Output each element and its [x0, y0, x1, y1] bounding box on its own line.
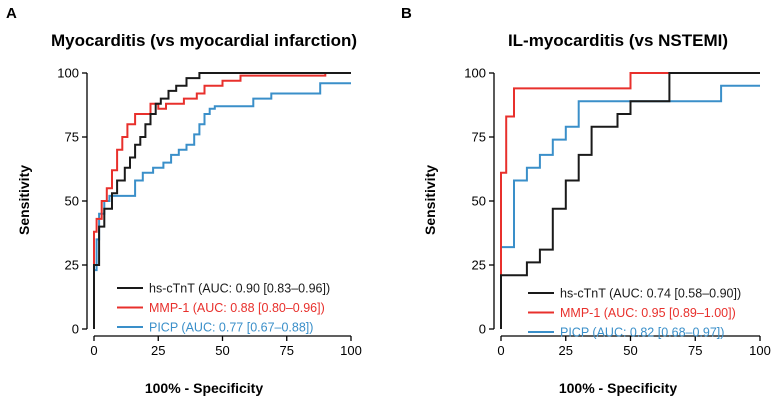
- x-tick-label: 25: [151, 343, 165, 358]
- legend-entry: MMP-1 (AUC: 0.95 [0.89–1.00]): [560, 306, 736, 320]
- x-tick-label: 100: [749, 343, 771, 358]
- y-axis-label-a: Sensitivity: [16, 165, 32, 235]
- x-tick-label: 50: [623, 343, 637, 358]
- roc-curve-mmp-1: [500, 72, 760, 329]
- legend-entry: hs-cTnT (AUC: 0.90 [0.83–0.96]): [149, 282, 330, 296]
- y-tick-label: 100: [464, 66, 486, 81]
- x-tick-label: 50: [215, 343, 229, 358]
- roc-curves-a: [93, 72, 351, 329]
- roc-curve-picp: [93, 82, 351, 329]
- axis-ticks-b: 0 25 50 75 100 0 25 50 75 100: [464, 66, 771, 359]
- legend-entry: hs-cTnT (AUC: 0.74 [0.58–0.90]): [560, 287, 741, 301]
- legend-entry: MMP-1 (AUC: 0.88 [0.80–0.96]): [149, 301, 325, 315]
- y-tick-label: 0: [479, 322, 486, 337]
- x-tick-label: 0: [90, 343, 97, 358]
- x-tick-label: 75: [280, 343, 294, 358]
- y-tick-label: 25: [65, 258, 79, 273]
- chart-title-a: Myocarditis (vs myocardial infarction): [51, 31, 357, 50]
- x-tick-label: 100: [340, 343, 362, 358]
- y-tick-label: 25: [472, 258, 486, 273]
- roc-curves-b: [500, 72, 760, 329]
- legend-a: hs-cTnT (AUC: 0.90 [0.83–0.96]) MMP-1 (AU…: [117, 282, 330, 335]
- y-tick-label: 50: [472, 194, 486, 209]
- axis-ticks-a: 0 25 50 75 100 0 25 50 75 100: [57, 66, 362, 359]
- roc-curve-picp: [500, 84, 760, 329]
- x-tick-label: 25: [559, 343, 573, 358]
- x-tick-label: 0: [497, 343, 504, 358]
- y-tick-label: 100: [57, 66, 79, 81]
- y-tick-label: 75: [472, 130, 486, 145]
- y-tick-label: 75: [65, 130, 79, 145]
- panel-letter-b: B: [401, 5, 412, 22]
- chart-title-b: IL-myocarditis (vs NSTEMI): [508, 31, 728, 50]
- panel-a: A Myocarditis (vs myocardial infarction)…: [6, 5, 362, 396]
- panel-b: B IL-myocarditis (vs NSTEMI) 100% - Spec…: [401, 5, 771, 396]
- x-axis-label-b: 100% - Specificity: [559, 380, 677, 396]
- legend-b: hs-cTnT (AUC: 0.74 [0.58–0.90]) MMP-1 (AU…: [528, 287, 741, 340]
- x-axis-label-a: 100% - Specificity: [145, 380, 263, 396]
- y-tick-label: 0: [72, 322, 79, 337]
- x-tick-label: 75: [688, 343, 702, 358]
- roc-curve-hs-ctnt: [93, 72, 351, 329]
- y-axis-label-b: Sensitivity: [422, 165, 438, 235]
- roc-curve-hs-ctnt: [500, 72, 760, 329]
- panel-letter-a: A: [6, 5, 17, 22]
- legend-entry: PICP (AUC: 0.82 [0.68–0.97]): [560, 326, 724, 340]
- legend-entry: PICP (AUC: 0.77 [0.67–0.88]): [149, 321, 313, 335]
- y-tick-label: 50: [65, 194, 79, 209]
